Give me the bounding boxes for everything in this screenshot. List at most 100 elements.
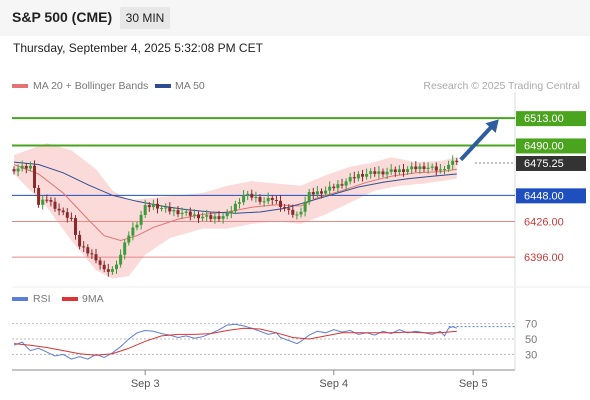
candle-body — [381, 171, 385, 175]
candle-body — [361, 174, 364, 177]
credit-text: Research © 2025 Trading Central — [423, 80, 580, 92]
candle-body — [82, 246, 86, 248]
forecast-arrow-shaft — [459, 122, 496, 162]
current-price-label: 6475.25 — [524, 158, 564, 170]
candle-body — [184, 211, 188, 213]
candle-body — [69, 217, 73, 219]
candle-body — [262, 201, 266, 203]
candle-body — [287, 208, 291, 210]
candle-body — [41, 199, 45, 205]
rsi-tick-label: 70 — [525, 319, 537, 331]
candle-body — [385, 171, 389, 175]
candle-body — [250, 193, 254, 198]
candle-body — [369, 171, 373, 174]
candle-body — [373, 171, 377, 174]
candle-body — [418, 166, 422, 170]
rsi-legend-label: RSI — [33, 293, 51, 305]
candle-body — [16, 168, 20, 172]
candle-body — [434, 166, 438, 171]
candle-body — [320, 191, 323, 194]
support-label-4: 6426.00 — [524, 216, 564, 228]
candle-body — [225, 213, 229, 217]
rsi-ma-legend-label: 9MA — [82, 293, 104, 305]
candle-body — [106, 269, 110, 272]
candle-body — [270, 197, 274, 200]
candle-body — [164, 207, 168, 209]
candle-body — [438, 169, 442, 171]
candle-body — [229, 211, 233, 214]
candle-body — [336, 184, 340, 189]
candle-body — [172, 210, 176, 212]
candle-body — [209, 215, 213, 219]
x-tick-label: Sep 5 — [459, 378, 488, 390]
candle-body — [90, 253, 94, 255]
rsi-tick-label: 30 — [525, 349, 537, 361]
candle-body — [402, 169, 405, 172]
candle-body — [57, 208, 61, 211]
pivot-label-box-3 — [516, 188, 586, 204]
resistance-label-0: 6513.00 — [524, 113, 564, 125]
candle-body — [447, 164, 451, 169]
timeframe-button[interactable]: 30 MIN — [120, 7, 170, 29]
candle-body — [94, 254, 98, 261]
x-tick-label: Sep 4 — [319, 378, 348, 390]
candle-body — [246, 193, 250, 196]
candle-body — [397, 169, 401, 173]
candle-body — [307, 192, 311, 202]
candle-body — [201, 216, 205, 219]
candle-body — [78, 234, 82, 247]
timestamp: Thursday, September 4, 2025 5:32:08 PM C… — [13, 41, 263, 55]
candle-body — [45, 199, 49, 201]
candle-body — [311, 192, 315, 195]
current-price-label-box — [516, 155, 586, 171]
candle-body — [168, 207, 172, 212]
x-tick-label: Sep 3 — [131, 378, 160, 390]
candle-body — [49, 199, 53, 202]
candle-body — [74, 218, 77, 235]
candle-body — [324, 190, 328, 194]
candle-body — [131, 227, 135, 236]
candle-body — [377, 171, 381, 174]
candle-body — [160, 208, 164, 210]
candle-body — [197, 214, 200, 219]
candle-body — [426, 167, 430, 169]
candle-body — [258, 197, 262, 202]
candle-body — [242, 195, 246, 203]
ma50-legend-swatch — [155, 84, 171, 88]
candle-body — [451, 160, 455, 165]
candle-body — [37, 187, 41, 205]
support-label-5: 6396.00 — [524, 252, 564, 264]
candle-body — [151, 203, 155, 208]
resistance-label-1: 6490.00 — [524, 140, 564, 152]
candle-body — [213, 216, 217, 219]
candle-body — [102, 264, 106, 270]
candle-body — [274, 199, 278, 201]
candle-body — [295, 214, 299, 216]
pivot-label-3: 6448.00 — [524, 190, 564, 202]
candle-body — [254, 197, 258, 199]
candle-body — [328, 186, 332, 191]
candle-body — [12, 169, 16, 172]
candle-body — [410, 166, 414, 170]
candle-body — [406, 169, 410, 172]
candle-body — [28, 165, 32, 169]
ma20-legend-label: MA 20 + Bollinger Bands — [33, 80, 149, 92]
candle-body — [233, 203, 237, 212]
candle-body — [20, 165, 24, 169]
candle-body — [192, 214, 196, 216]
candle-body — [279, 200, 282, 207]
rsi-tick-label: 50 — [525, 334, 537, 346]
candle-body — [443, 168, 446, 170]
candle-body — [53, 201, 57, 209]
candle-body — [176, 210, 180, 215]
candle-body — [221, 216, 225, 219]
forecast-arrow-head — [485, 119, 499, 133]
candle-body — [348, 177, 352, 182]
candle-body — [139, 214, 143, 225]
candle-body — [283, 206, 287, 209]
candle-body — [33, 165, 36, 188]
candle-body — [98, 260, 102, 265]
rsi-legend-swatch — [12, 297, 28, 301]
candle-body — [217, 216, 221, 219]
